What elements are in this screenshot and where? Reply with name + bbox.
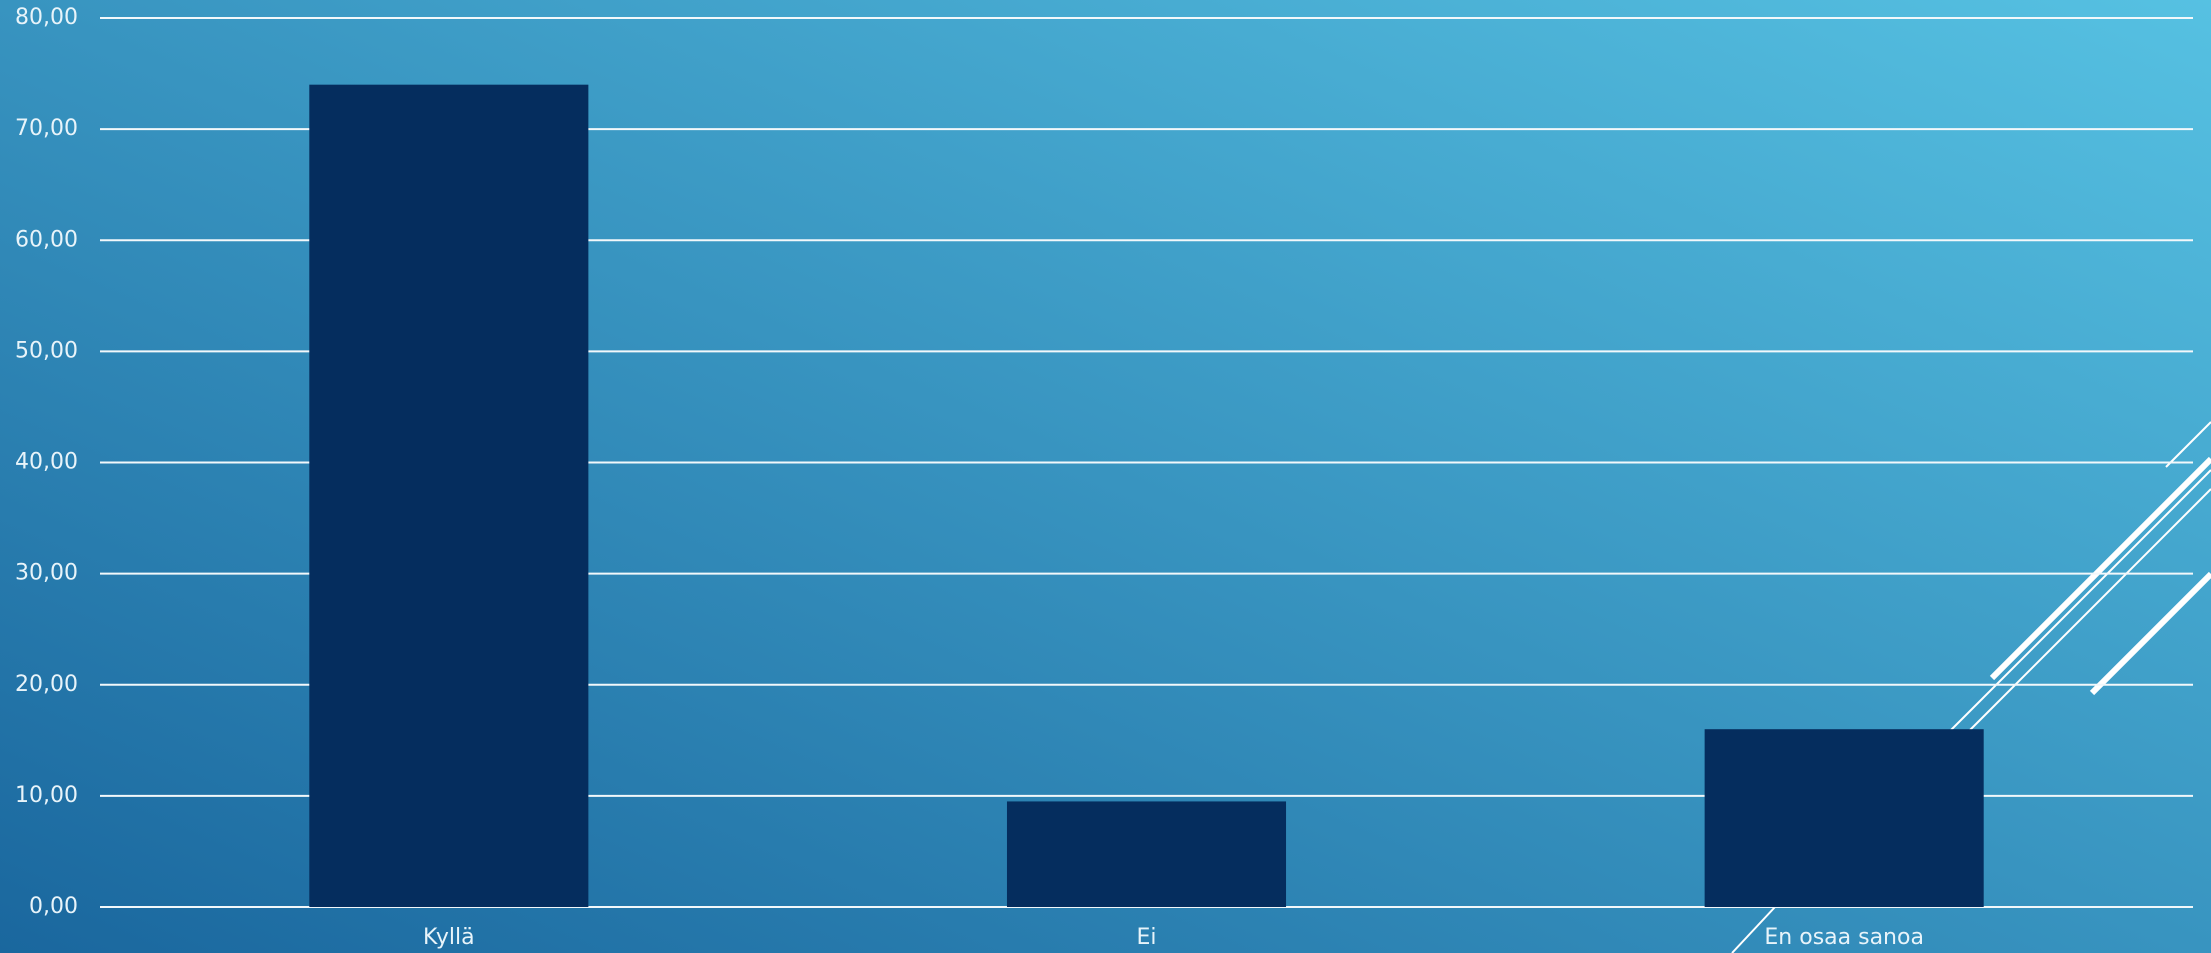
bar <box>309 84 589 908</box>
x-tick-label: Ei <box>1136 925 1156 950</box>
y-tick-label: 80,00 <box>15 5 78 30</box>
y-tick-label: 70,00 <box>15 116 78 141</box>
y-tick-label: 20,00 <box>15 672 78 697</box>
y-tick-label: 40,00 <box>15 450 78 475</box>
bar <box>1006 801 1287 907</box>
decoration <box>1731 421 2211 953</box>
x-tick-label: En osaa sanoa <box>1764 925 1924 950</box>
x-tick-label: Kyllä <box>423 925 475 950</box>
y-tick-label: 10,00 <box>15 783 78 808</box>
bar <box>1704 729 1984 907</box>
y-tick-label: 50,00 <box>15 338 78 363</box>
y-tick-label: 60,00 <box>15 227 78 252</box>
y-tick-label: 0,00 <box>29 894 78 919</box>
y-tick-label: 30,00 <box>15 561 78 586</box>
